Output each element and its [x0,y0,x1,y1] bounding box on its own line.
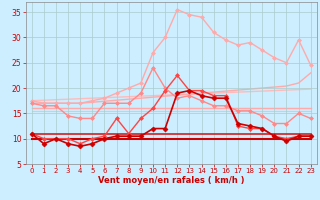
X-axis label: Vent moyen/en rafales ( km/h ): Vent moyen/en rafales ( km/h ) [98,176,244,185]
